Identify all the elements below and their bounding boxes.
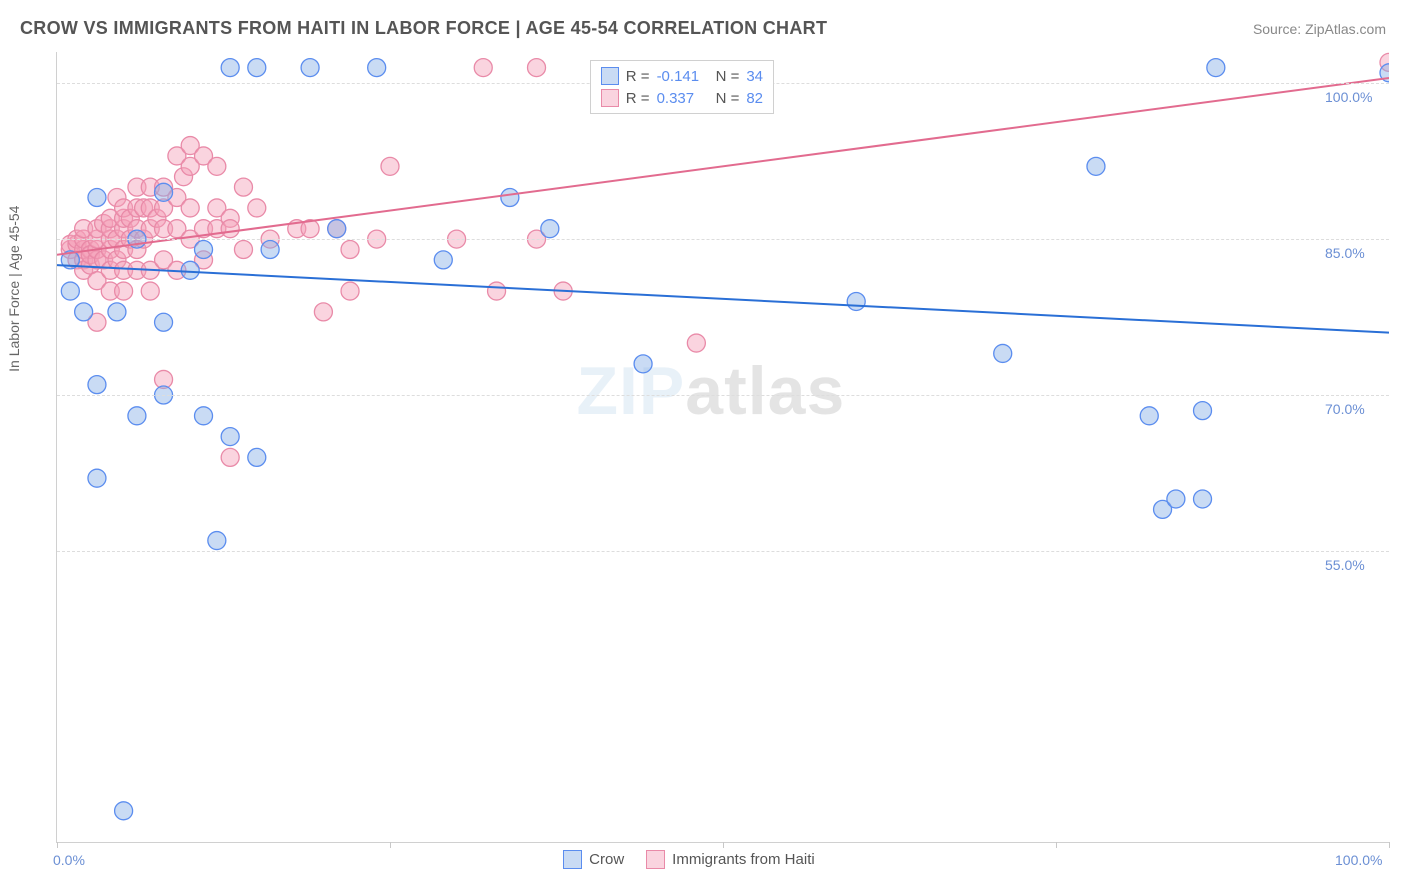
crow-point <box>634 355 652 373</box>
crow-point <box>248 59 266 77</box>
x-tick-mark <box>1389 842 1390 848</box>
haiti-point <box>474 59 492 77</box>
crow-point <box>181 261 199 279</box>
stats-row: R = 0.337 N = 82 <box>601 87 763 109</box>
crow-point <box>128 407 146 425</box>
crow-point <box>221 428 239 446</box>
crow-point <box>994 344 1012 362</box>
crow-point <box>75 303 93 321</box>
haiti-point <box>221 448 239 466</box>
chart-container: CROW VS IMMIGRANTS FROM HAITI IN LABOR F… <box>0 0 1406 892</box>
crow-point <box>1207 59 1225 77</box>
crow-point <box>61 282 79 300</box>
haiti-point <box>528 59 546 77</box>
chart-title: CROW VS IMMIGRANTS FROM HAITI IN LABOR F… <box>20 18 827 39</box>
n-value: 34 <box>746 68 763 85</box>
crow-point <box>248 448 266 466</box>
y-axis-label: In Labor Force | Age 45-54 <box>6 206 22 372</box>
n-label: N = <box>716 68 740 85</box>
crow-point <box>541 220 559 238</box>
r-value: 0.337 <box>657 90 709 107</box>
stats-swatch <box>601 67 619 85</box>
plot-area: ZIPatlas R =-0.141N =34R =0.337N =82 Cro… <box>56 52 1389 843</box>
x-tick-mark <box>723 842 724 848</box>
scatter-svg <box>57 52 1389 842</box>
crow-point <box>88 189 106 207</box>
grid-line <box>57 551 1389 552</box>
crow-point <box>88 376 106 394</box>
y-tick-label: 55.0% <box>1325 557 1365 573</box>
haiti-point <box>341 282 359 300</box>
grid-line <box>57 395 1389 396</box>
haiti-point <box>687 334 705 352</box>
haiti-point <box>234 178 252 196</box>
stats-box: R = -0.141 N = 34 R = 0.337 N = 82 <box>590 60 774 114</box>
crow-point <box>434 251 452 269</box>
haiti-point <box>234 241 252 259</box>
crow-point <box>368 59 386 77</box>
crow-point <box>1194 402 1212 420</box>
y-tick-label: 85.0% <box>1325 245 1365 261</box>
legend-label: Immigrants from Haiti <box>672 851 815 868</box>
legend-item: Immigrants from Haiti <box>646 848 815 871</box>
crow-point <box>88 469 106 487</box>
haiti-point <box>115 282 133 300</box>
haiti-point <box>141 282 159 300</box>
haiti-point <box>381 157 399 175</box>
grid-line <box>57 239 1389 240</box>
haiti-point <box>208 157 226 175</box>
r-label: R = <box>626 90 650 107</box>
n-label: N = <box>716 90 740 107</box>
crow-point <box>1194 490 1212 508</box>
crow-point <box>261 241 279 259</box>
n-value: 82 <box>746 90 763 107</box>
haiti-point <box>488 282 506 300</box>
crow-regression-line <box>57 265 1389 333</box>
crow-point <box>847 292 865 310</box>
r-label: R = <box>626 68 650 85</box>
legend-swatch <box>646 850 665 869</box>
crow-point <box>195 407 213 425</box>
crow-point <box>221 59 239 77</box>
bottom-legend: Crow Immigrants from Haiti <box>563 848 815 871</box>
x-tick-mark <box>390 842 391 848</box>
y-tick-label: 70.0% <box>1325 401 1365 417</box>
x-tick-mark <box>1056 842 1057 848</box>
crow-point <box>155 313 173 331</box>
crow-point <box>195 241 213 259</box>
crow-point <box>208 532 226 550</box>
legend-label: Crow <box>589 851 624 868</box>
header: CROW VS IMMIGRANTS FROM HAITI IN LABOR F… <box>0 0 1406 49</box>
stats-swatch <box>601 89 619 107</box>
crow-point <box>328 220 346 238</box>
x-tick-label: 100.0% <box>1335 852 1382 868</box>
crow-point <box>155 183 173 201</box>
haiti-point <box>181 199 199 217</box>
crow-point <box>1167 490 1185 508</box>
legend-item: Crow <box>563 848 624 871</box>
crow-point <box>108 303 126 321</box>
source-label: Source: ZipAtlas.com <box>1253 21 1386 37</box>
crow-point <box>1140 407 1158 425</box>
x-tick-label: 0.0% <box>53 852 85 868</box>
y-tick-label: 100.0% <box>1325 89 1372 105</box>
crow-point <box>301 59 319 77</box>
stats-row: R = -0.141 N = 34 <box>601 65 763 87</box>
haiti-point <box>221 220 239 238</box>
haiti-point <box>314 303 332 321</box>
x-tick-mark <box>57 842 58 848</box>
legend-swatch <box>563 850 582 869</box>
r-value: -0.141 <box>657 68 709 85</box>
crow-point <box>501 189 519 207</box>
crow-point <box>1087 157 1105 175</box>
crow-point <box>115 802 133 820</box>
haiti-point <box>341 241 359 259</box>
haiti-point <box>248 199 266 217</box>
